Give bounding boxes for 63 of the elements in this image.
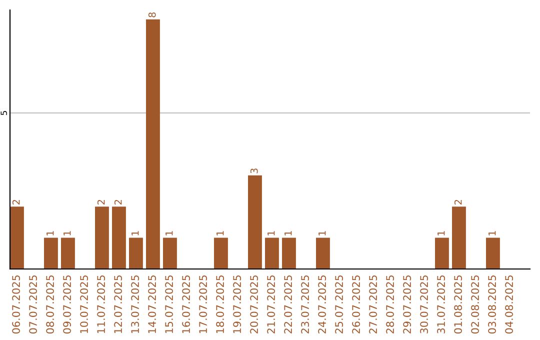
x-tick-label: 15.07.2025	[165, 275, 173, 334]
x-tick-label: 01.08.2025	[454, 275, 462, 334]
bar	[435, 238, 449, 269]
x-tick-label: 14.07.2025	[148, 275, 156, 334]
bar	[486, 238, 500, 269]
x-tick-label: 04.08.2025	[505, 275, 513, 334]
x-tick-label: 08.07.2025	[46, 275, 54, 334]
x-tick-label: 02.08.2025	[471, 275, 479, 334]
bar	[10, 206, 24, 269]
x-tick-label: 22.07.2025	[284, 275, 292, 334]
bar	[452, 206, 466, 269]
data-label: 2	[97, 200, 105, 204]
data-label: 1	[166, 231, 173, 236]
bar	[248, 175, 262, 269]
x-tick-label: 11.07.2025	[97, 275, 105, 334]
data-label: 1	[284, 231, 292, 236]
bar	[95, 206, 109, 269]
data-label: 1	[268, 231, 275, 236]
bar	[282, 238, 296, 269]
x-tick-label: 25.07.2025	[335, 275, 343, 334]
data-label: 2	[454, 200, 462, 204]
bar	[265, 238, 279, 269]
x-tick-label: 13.07.2025	[131, 275, 139, 334]
x-tick-label: 24.07.2025	[318, 275, 326, 334]
data-label: 3	[250, 168, 258, 174]
x-tick-label: 26.07.2025	[352, 275, 360, 334]
x-tick-label: 30.07.2025	[420, 275, 428, 334]
x-tick-label: 28.07.2025	[386, 275, 394, 334]
x-tick-label: 31.07.2025	[437, 275, 445, 334]
data-label: 2	[114, 200, 122, 204]
bar	[61, 238, 75, 269]
data-label: 1	[216, 231, 224, 236]
bar	[214, 238, 228, 269]
x-tick-label: 03.08.2025	[488, 275, 496, 334]
data-label: 2	[12, 200, 20, 204]
x-tick-label: 10.07.2025	[80, 275, 88, 334]
bar	[146, 19, 160, 269]
x-tick-label: 07.07.2025	[29, 275, 37, 334]
x-tick-label: 12.07.2025	[114, 275, 122, 334]
data-label: 1	[64, 231, 71, 236]
data-label: 1	[488, 231, 496, 236]
x-tick-label: 23.07.2025	[301, 275, 309, 334]
x-tick-label: 17.07.2025	[199, 275, 207, 334]
bar	[129, 238, 143, 269]
bar	[112, 206, 126, 269]
bar	[44, 238, 58, 269]
data-label: 1	[46, 231, 54, 236]
data-label: 1	[132, 231, 139, 236]
data-label: 1	[438, 231, 445, 236]
bar	[316, 238, 330, 269]
x-tick-label: 18.07.2025	[216, 275, 224, 334]
x-tick-label: 16.07.2025	[182, 275, 190, 334]
x-tick-label: 19.07.2025	[233, 275, 241, 334]
data-label: 8	[148, 12, 156, 18]
x-tick-label: 06.07.2025	[12, 275, 20, 334]
x-tick-label: 21.07.2025	[267, 275, 275, 334]
x-tick-label: 27.07.2025	[369, 275, 377, 334]
x-tick-label: 29.07.2025	[403, 275, 411, 334]
x-tick-label: 20.07.2025	[250, 275, 258, 334]
data-label: 1	[318, 231, 326, 236]
bar	[163, 238, 177, 269]
y-tick-label: 5	[0, 111, 7, 115]
x-tick-label: 09.07.2025	[63, 275, 71, 334]
